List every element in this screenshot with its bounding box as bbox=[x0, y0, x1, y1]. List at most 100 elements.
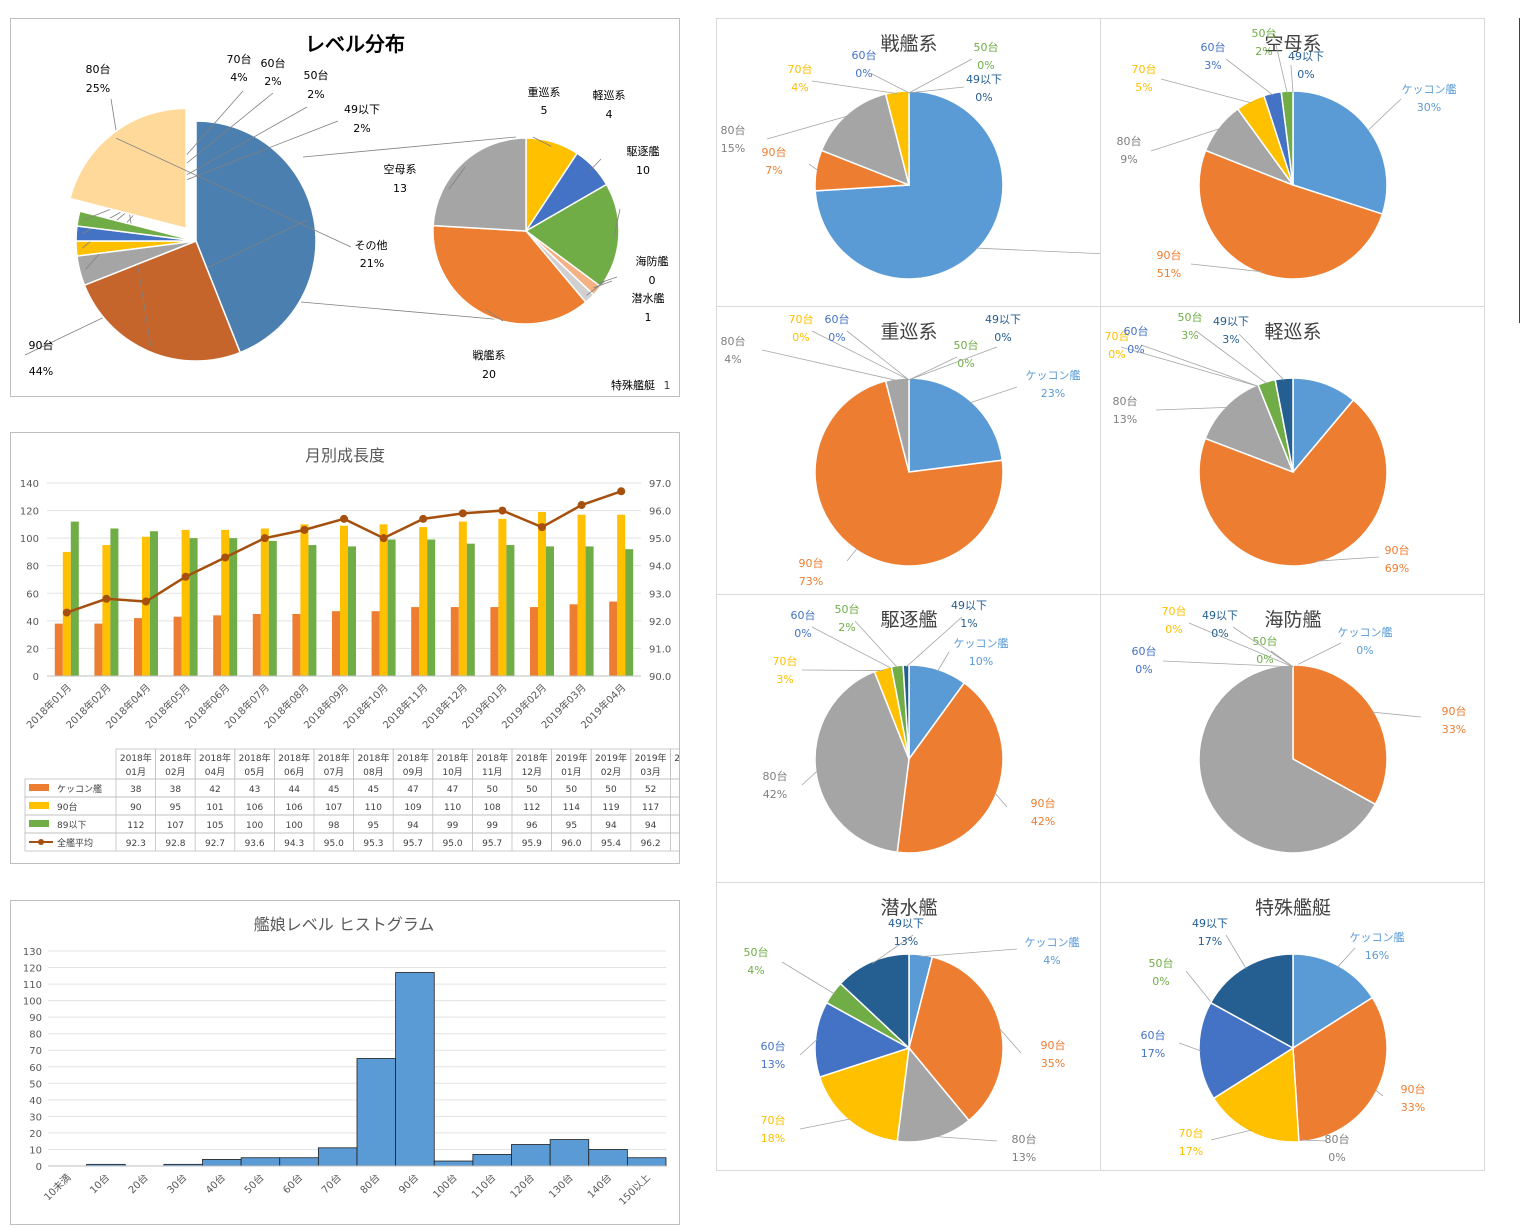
table-header-year: 2018年 bbox=[120, 752, 152, 764]
table-cell: 94 bbox=[645, 821, 657, 831]
bar-90s bbox=[300, 524, 309, 676]
bar-89-under bbox=[585, 546, 594, 676]
table-cell: 95.7 bbox=[482, 839, 502, 849]
histogram-bar bbox=[395, 972, 435, 1167]
table-header-month: 10月 bbox=[442, 767, 462, 778]
table-header-month: 11月 bbox=[482, 767, 502, 778]
slice-label: ケッコン艦 bbox=[1025, 935, 1080, 949]
table-cell: 106 bbox=[246, 803, 263, 813]
bar-89-under bbox=[268, 540, 277, 676]
histogram-bar bbox=[549, 1139, 590, 1167]
y-tick-label: 90 bbox=[29, 1013, 42, 1024]
slice-pct: 2% bbox=[838, 621, 855, 634]
table-cell: 38 bbox=[170, 785, 182, 795]
slice-label: ケッコン艦 bbox=[1350, 930, 1405, 944]
breakdown-value: 0 bbox=[649, 274, 656, 287]
breakdown-label: 駆逐艦 bbox=[627, 144, 660, 158]
slice-label: 80台 bbox=[1012, 1132, 1037, 1146]
leader-line bbox=[1225, 58, 1274, 96]
x-tick-label: 70台 bbox=[319, 1171, 344, 1196]
slice-label: 49以下 bbox=[1213, 315, 1249, 328]
x-tick-label: 100台 bbox=[430, 1171, 460, 1201]
histogram-bar bbox=[240, 1157, 281, 1167]
table-header-year: 2018年 bbox=[516, 752, 548, 764]
leader-line bbox=[908, 346, 998, 381]
x-tick-label: 20台 bbox=[125, 1171, 150, 1196]
slice-label: 50台 bbox=[1178, 310, 1203, 324]
slice-pct: 0% bbox=[1328, 1151, 1345, 1164]
y2-tick-label: 96.0 bbox=[649, 507, 671, 518]
table-cell: 100 bbox=[246, 821, 263, 831]
line-point bbox=[181, 572, 190, 581]
slice-pct: 0% bbox=[1211, 627, 1228, 640]
bar-89-under bbox=[387, 539, 396, 676]
breakdown-label: 特殊艦艇 bbox=[611, 378, 655, 392]
pie-slice-90s bbox=[896, 681, 1004, 854]
table-cell: 100 bbox=[286, 821, 303, 831]
slice-label: 50台 bbox=[1253, 634, 1278, 648]
table-cell: 119 bbox=[602, 803, 619, 813]
leader-line bbox=[1190, 263, 1262, 273]
histogram-bar bbox=[279, 1157, 319, 1167]
slice-pct: 17% bbox=[1179, 1145, 1203, 1158]
pie-cell-special: 特殊艦艇 ケッコン艦 16% 90台 33% 80台 0% 70台 17% 60台 17% 50台 0%… bbox=[1100, 882, 1485, 1171]
bar-89-under bbox=[625, 549, 634, 676]
table-cell: 47 bbox=[447, 785, 458, 795]
chart-title: 重巡系 bbox=[880, 321, 937, 343]
slice-label: 80台 bbox=[1117, 134, 1142, 148]
line-point bbox=[577, 501, 586, 510]
slice-label: 49以下 bbox=[951, 599, 987, 612]
pie-slice-80s bbox=[884, 377, 910, 473]
slice-pct: 42% bbox=[763, 788, 787, 801]
breakdown-label: 潜水艦 bbox=[632, 291, 665, 305]
pie-slice-80s bbox=[814, 670, 910, 854]
pie-slice-60s bbox=[1198, 1001, 1295, 1100]
table-cell: 94.3 bbox=[284, 839, 304, 849]
table-header-year: 2018年 bbox=[159, 752, 191, 764]
slice-label: ケッコン艦 bbox=[954, 636, 1009, 650]
table-header-year: 2019年 bbox=[635, 752, 667, 764]
leader-line bbox=[116, 137, 352, 248]
slice-label: 49以下 bbox=[1192, 917, 1228, 930]
table-cell: 112 bbox=[127, 821, 144, 831]
slice-pct: 0% bbox=[855, 67, 872, 80]
chart-title: 海防艦 bbox=[1264, 609, 1321, 631]
line-point bbox=[538, 523, 546, 532]
table-row-label: ケッコン艦 bbox=[57, 783, 102, 795]
histogram-bar bbox=[433, 1160, 474, 1167]
leader-line bbox=[801, 669, 884, 671]
chart-title: 特殊艦艇 bbox=[1255, 897, 1331, 919]
breakdown-value: 1 bbox=[645, 311, 652, 324]
line-point bbox=[142, 597, 150, 606]
leader-line bbox=[1188, 622, 1294, 668]
table-header-month: 07月 bbox=[324, 767, 344, 778]
slice-label: 60台 bbox=[1124, 324, 1149, 338]
table-header-month: 02月 bbox=[601, 767, 621, 778]
slice-label: 49以下 bbox=[1288, 50, 1324, 63]
leader-line bbox=[811, 626, 892, 669]
bar-90s bbox=[577, 514, 586, 676]
line-point bbox=[617, 487, 626, 496]
table-row-label: 89以下 bbox=[57, 821, 86, 831]
x-tick-label: 150以上 bbox=[617, 1172, 653, 1208]
slice-label: 90台 bbox=[762, 145, 787, 159]
y-tick-label: 140 bbox=[20, 479, 39, 490]
leader-line bbox=[908, 86, 965, 94]
table-row bbox=[24, 796, 711, 816]
table-cell: 95.0 bbox=[443, 839, 463, 849]
table-cell: 50 bbox=[605, 785, 617, 795]
x-tick-label: 60台 bbox=[280, 1171, 305, 1196]
leader-line bbox=[1178, 1042, 1202, 1052]
slice-label: 90台 bbox=[799, 556, 824, 570]
y-tick-label: 20 bbox=[29, 1129, 42, 1140]
slice-pct: 2% bbox=[353, 122, 370, 135]
y2-tick-label: 97.0 bbox=[649, 479, 671, 490]
y-tick-label: 80 bbox=[29, 1030, 42, 1041]
pie-slice-70s bbox=[818, 1046, 910, 1143]
slice-label: 70台 bbox=[1179, 1126, 1204, 1140]
bar-90s bbox=[102, 545, 111, 676]
table-cell: 110 bbox=[365, 803, 382, 813]
